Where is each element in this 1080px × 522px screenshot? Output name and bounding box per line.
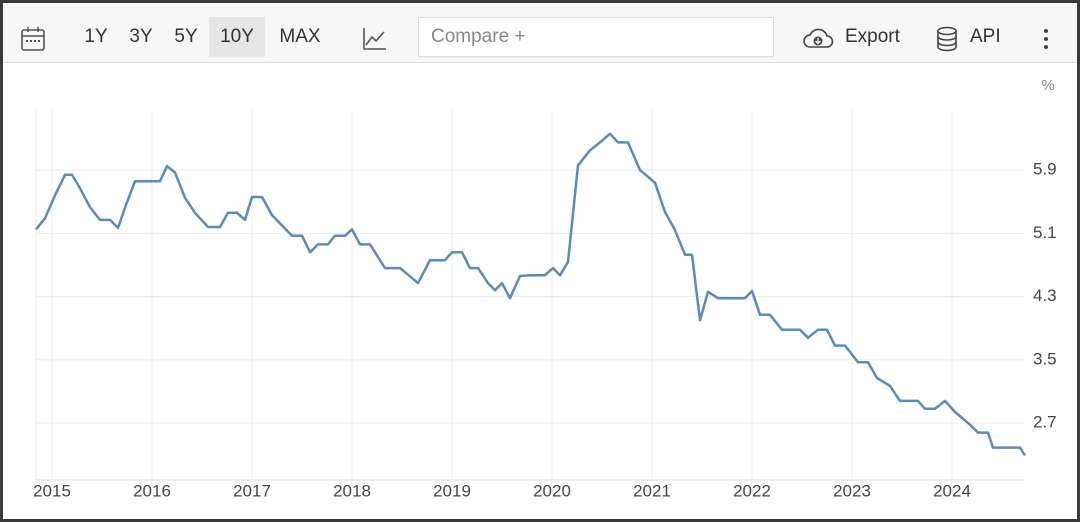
range-button[interactable]: 1Y [84, 26, 108, 47]
range-button[interactable]: 10Y [209, 17, 265, 57]
api-icon [937, 26, 957, 52]
x-tick-label: 2020 [533, 481, 571, 500]
export-button[interactable]: Export [845, 26, 900, 47]
x-tick-label: 2023 [833, 481, 871, 500]
compare-input[interactable]: Compare + [418, 17, 774, 57]
chart-type-button[interactable] [361, 26, 387, 52]
x-tick-label: 2019 [433, 481, 471, 500]
x-tick-label: 2018 [333, 481, 371, 500]
export-icon [803, 28, 834, 48]
y-tick-label: 5.1 [1033, 223, 1057, 242]
api-button[interactable]: API [970, 26, 1001, 47]
y-tick-label: 3.5 [1033, 349, 1057, 368]
y-tick-label: 5.9 [1033, 160, 1057, 179]
x-tick-label: 2015 [33, 481, 71, 500]
chart: % 2.7 3.5 4.3 5.1 5.9 2015 2016 2017 2018 2019 2020… [33, 77, 1057, 501]
range-button[interactable]: 3Y [129, 26, 153, 47]
range-button[interactable]: 5Y [174, 26, 198, 47]
y-tick-label: 2.7 [1033, 413, 1057, 432]
compare-placeholder: Compare + [431, 26, 526, 47]
range-button[interactable]: MAX [279, 26, 321, 47]
x-tick-label: 2016 [133, 481, 171, 500]
x-tick-label: 2022 [733, 481, 771, 500]
data-line [35, 132, 1027, 457]
x-tick-label: 2024 [933, 481, 971, 500]
x-tick-label: 2017 [233, 481, 271, 500]
x-tick-label: 2021 [633, 481, 671, 500]
unit-label: % [1041, 77, 1054, 94]
more-menu[interactable] [1041, 27, 1051, 51]
y-tick-label: 4.3 [1033, 286, 1057, 305]
toolbar: 1Y 3Y 5Y 10Y MAX Compare + Export API [3, 3, 1077, 63]
calendar-button[interactable] [20, 26, 46, 52]
